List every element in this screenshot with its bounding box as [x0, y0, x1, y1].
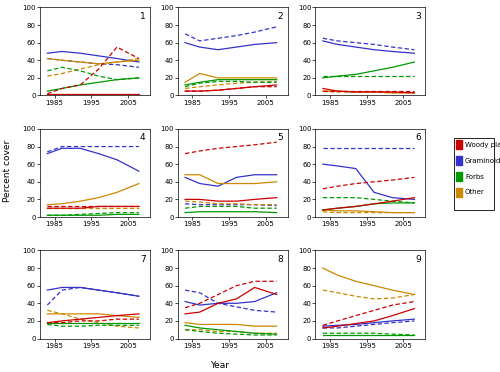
Text: Forbs: Forbs [465, 173, 484, 180]
Text: 1: 1 [140, 12, 145, 21]
Text: 5: 5 [278, 133, 283, 142]
Text: Other: Other [465, 189, 484, 195]
Text: 2: 2 [278, 12, 283, 21]
Text: Graminoids: Graminoids [465, 158, 500, 164]
Text: 4: 4 [140, 133, 145, 142]
Bar [456, 172, 462, 181]
Text: Year: Year [210, 361, 230, 370]
FancyBboxPatch shape [454, 138, 494, 210]
Text: 9: 9 [415, 255, 421, 264]
Text: 6: 6 [415, 133, 421, 142]
Text: 7: 7 [140, 255, 145, 264]
Bar [456, 140, 462, 149]
Text: Percent cover: Percent cover [3, 140, 12, 202]
Text: 8: 8 [278, 255, 283, 264]
Text: 3: 3 [415, 12, 421, 21]
Bar [456, 188, 462, 197]
Bar [456, 156, 462, 165]
Text: Woody plants: Woody plants [465, 142, 500, 148]
